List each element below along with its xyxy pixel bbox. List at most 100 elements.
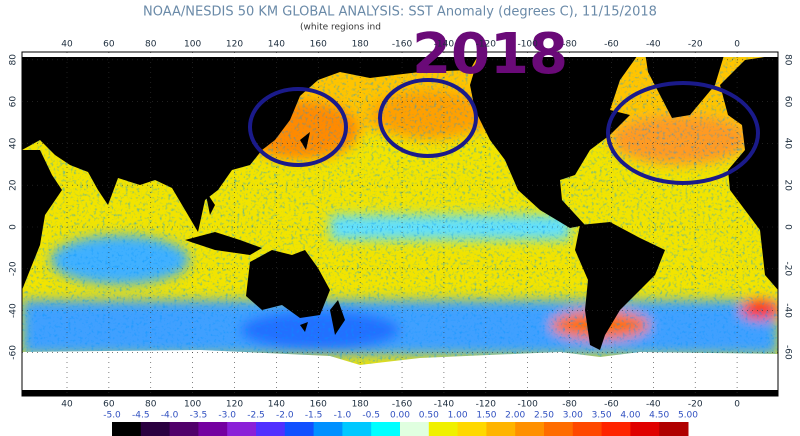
colorbar-label: -2.0 [276,411,294,421]
colorbar-label: -5.0 [103,411,121,421]
colorbar-cell [198,422,228,436]
lon-label-bottom: 0 [734,400,740,410]
colorbar-cell [256,422,286,436]
lon-label-bottom: -80 [562,400,577,410]
colorbar-label: -4.5 [132,411,150,421]
lon-label-top: -60 [604,40,619,50]
colorbar-label: -4.0 [161,411,179,421]
lon-label-top: 120 [226,40,243,50]
colorbar-cell [169,422,199,436]
colorbar-cell [428,422,459,436]
colorbar-cell [371,422,401,436]
lon-label-bottom: 80 [145,400,157,410]
lon-label-top: 180 [352,40,369,50]
lat-label-right: 40 [783,138,793,150]
north-america [470,52,640,228]
lat-label-right: -60 [783,345,793,360]
year-annotation: 2018 [412,22,568,87]
europe-africa-east [720,55,778,290]
colorbar-label: -1.5 [305,411,323,421]
colorbar-label: 2.50 [534,411,554,421]
grid [22,52,778,396]
lon-label-top: 0 [734,40,740,50]
lon-label-top: -20 [688,40,703,50]
circle-west-pacific [248,87,348,167]
colorbar-cell [313,422,343,436]
lat-label-right: -40 [783,303,793,318]
colorbar-label: -2.5 [247,411,265,421]
colorbar-cell [659,422,689,436]
colorbar-label: 1.00 [448,411,468,421]
circle-northeast-pacific [378,78,478,158]
islands [185,132,310,255]
colorbar-cell [284,422,315,436]
title: NOAA/NESDIS 50 KM GLOBAL ANALYSIS: SST A… [143,5,657,20]
lat-label-left: -60 [9,345,19,360]
map-area [22,52,778,396]
lon-label-bottom: -120 [476,400,497,410]
lat-label-right: 80 [783,54,793,66]
lon-label-bottom: 140 [268,400,285,410]
lat-label-left: 0 [9,224,19,230]
lon-label-bottom: -100 [517,400,538,410]
circle-north-atlantic [606,81,760,185]
colorbar-cell [342,422,372,436]
lat-label-right: 0 [783,224,793,230]
lat-label-left: 80 [9,54,19,66]
south-america [575,222,665,350]
lat-label-right: -20 [783,261,793,276]
lon-label-top: 80 [145,40,157,50]
lon-label-top: -80 [562,40,577,50]
lat-label-right: 20 [783,179,793,191]
lon-label-top: -120 [476,40,497,50]
colorbar-cell [400,422,430,436]
colorbar-label: -3.0 [218,411,236,421]
lat-label-left: 60 [9,96,19,108]
lon-label-bottom: -20 [688,400,703,410]
colorbar-label: 0.50 [419,411,439,421]
lon-label-top: 160 [310,40,327,50]
lat-label-right: 60 [783,96,793,108]
lon-label-top: -100 [517,40,538,50]
antarctica [22,390,778,396]
lon-label-bottom: 180 [352,400,369,410]
lon-label-top: 40 [61,40,73,50]
highlight-circles [248,78,760,185]
lon-label-bottom: -60 [604,400,619,410]
colorbar-label: 3.50 [592,411,612,421]
colorbar-label: 4.00 [620,411,640,421]
lon-label-bottom: -160 [392,400,413,410]
colorbar-cell [457,422,487,436]
lon-label-bottom: 100 [184,400,201,410]
lon-label-bottom: -140 [434,400,455,410]
subtitle: (white regions ind [300,23,381,33]
colorbar-cell [486,422,516,436]
colorbar-label: -3.5 [190,411,208,421]
map-frame [21,51,779,397]
lon-label-bottom: 160 [310,400,327,410]
lon-label-top: 100 [184,40,201,50]
lon-label-top: -140 [434,40,455,50]
colorbar-cell [601,422,631,436]
colorbar-label: 3.00 [563,411,583,421]
sea-ice [22,52,778,396]
colorbar-cell [515,422,545,436]
lon-label-bottom: 120 [226,400,243,410]
colorbar-cell [227,422,257,436]
colorbar-cell [630,422,660,436]
lon-label-bottom: 60 [103,400,115,410]
colorbar-label: 5.00 [678,411,698,421]
lon-label-bottom: 40 [61,400,73,410]
asia [22,52,480,232]
colorbar-label: -0.5 [362,411,380,421]
lon-label-top: -160 [392,40,413,50]
lon-label-top: 60 [103,40,115,50]
colorbar-label: 2.00 [505,411,525,421]
lat-label-left: -20 [9,261,19,276]
colorbar-label: 0.00 [390,411,410,421]
lat-label-left: 20 [9,179,19,191]
colorbar-cell [140,422,171,436]
colorbar-label: -1.0 [334,411,352,421]
